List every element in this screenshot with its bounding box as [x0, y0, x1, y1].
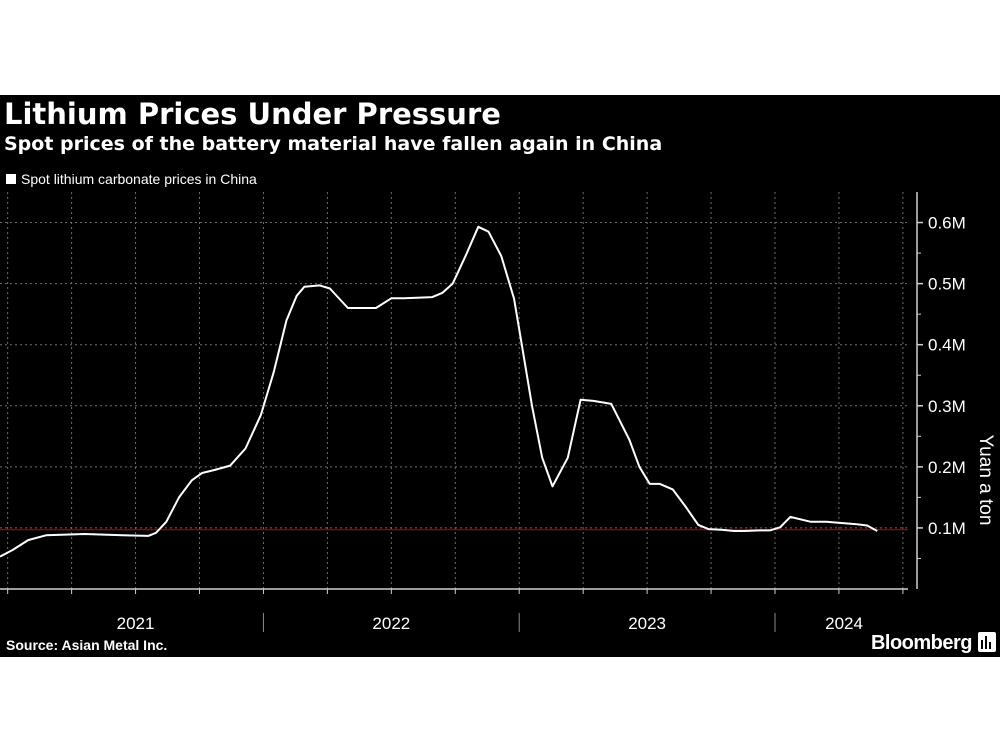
x-tick-label-2021: 2021	[117, 614, 155, 633]
x-axis-ticks: 2021 2022 2023 2024	[7, 589, 904, 633]
legend-label: Spot lithium carbonate prices in China	[21, 171, 257, 187]
chart-title: Lithium Prices Under Pressure	[4, 97, 501, 131]
y-tick-label: 0.4M	[928, 336, 966, 355]
chart-canvas: 0.1M0.2M0.3M0.4M0.5M0.6M 2021 2022 2023 202…	[0, 192, 996, 633]
x-tick-label-2022: 2022	[372, 614, 410, 633]
source-note: Source: Asian Metal Inc.	[6, 637, 168, 653]
x-tick-label-2023: 2023	[628, 614, 666, 633]
bloomberg-chart-icon	[978, 632, 996, 652]
y-tick-label: 0.2M	[928, 458, 966, 477]
chart-panel: 0.1M 0.2M 0.3M 0.4M 0.5M 0.6M 2021 2022 2023 202…	[0, 95, 1000, 657]
y-axis-label: Yuan a ton	[975, 435, 996, 526]
y-tick-label: 0.5M	[928, 275, 966, 294]
x-tick-label-2024: 2024	[825, 614, 863, 633]
legend: Spot lithium carbonate prices in China	[6, 170, 257, 188]
series-line-spot-lithium-carbonate	[0, 225, 878, 558]
brand-logo-text: Bloomberg	[870, 632, 973, 654]
chart-subtitle: Spot prices of the battery material have…	[4, 133, 663, 155]
y-tick-label: 0.3M	[928, 397, 966, 416]
gridlines	[0, 192, 908, 589]
y-tick-label: 0.6M	[928, 214, 966, 233]
legend-swatch	[6, 174, 16, 184]
y-tick-label: 0.1M	[928, 519, 966, 538]
y-axis-ticks: 0.1M 0.2M 0.3M 0.4M 0.5M 0.6M	[917, 214, 966, 559]
